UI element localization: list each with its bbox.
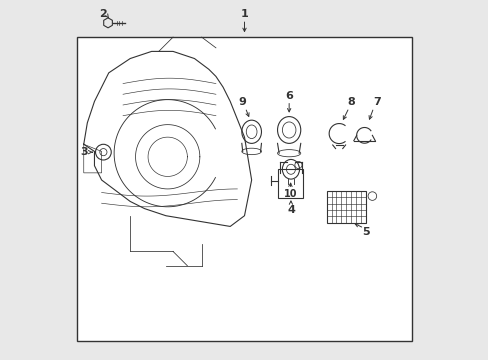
Text: 1: 1 — [240, 9, 248, 19]
Bar — [326, 191, 365, 223]
Text: 2: 2 — [100, 9, 107, 19]
Text: 10: 10 — [283, 189, 296, 199]
Text: 7: 7 — [372, 97, 380, 107]
Text: 9: 9 — [238, 97, 246, 107]
Text: 5: 5 — [362, 227, 369, 237]
Text: 3: 3 — [81, 147, 88, 157]
Text: 4: 4 — [286, 205, 294, 215]
FancyBboxPatch shape — [77, 37, 411, 341]
Text: 6: 6 — [285, 91, 292, 101]
Text: 8: 8 — [347, 97, 355, 107]
Bar — [278, 169, 303, 198]
